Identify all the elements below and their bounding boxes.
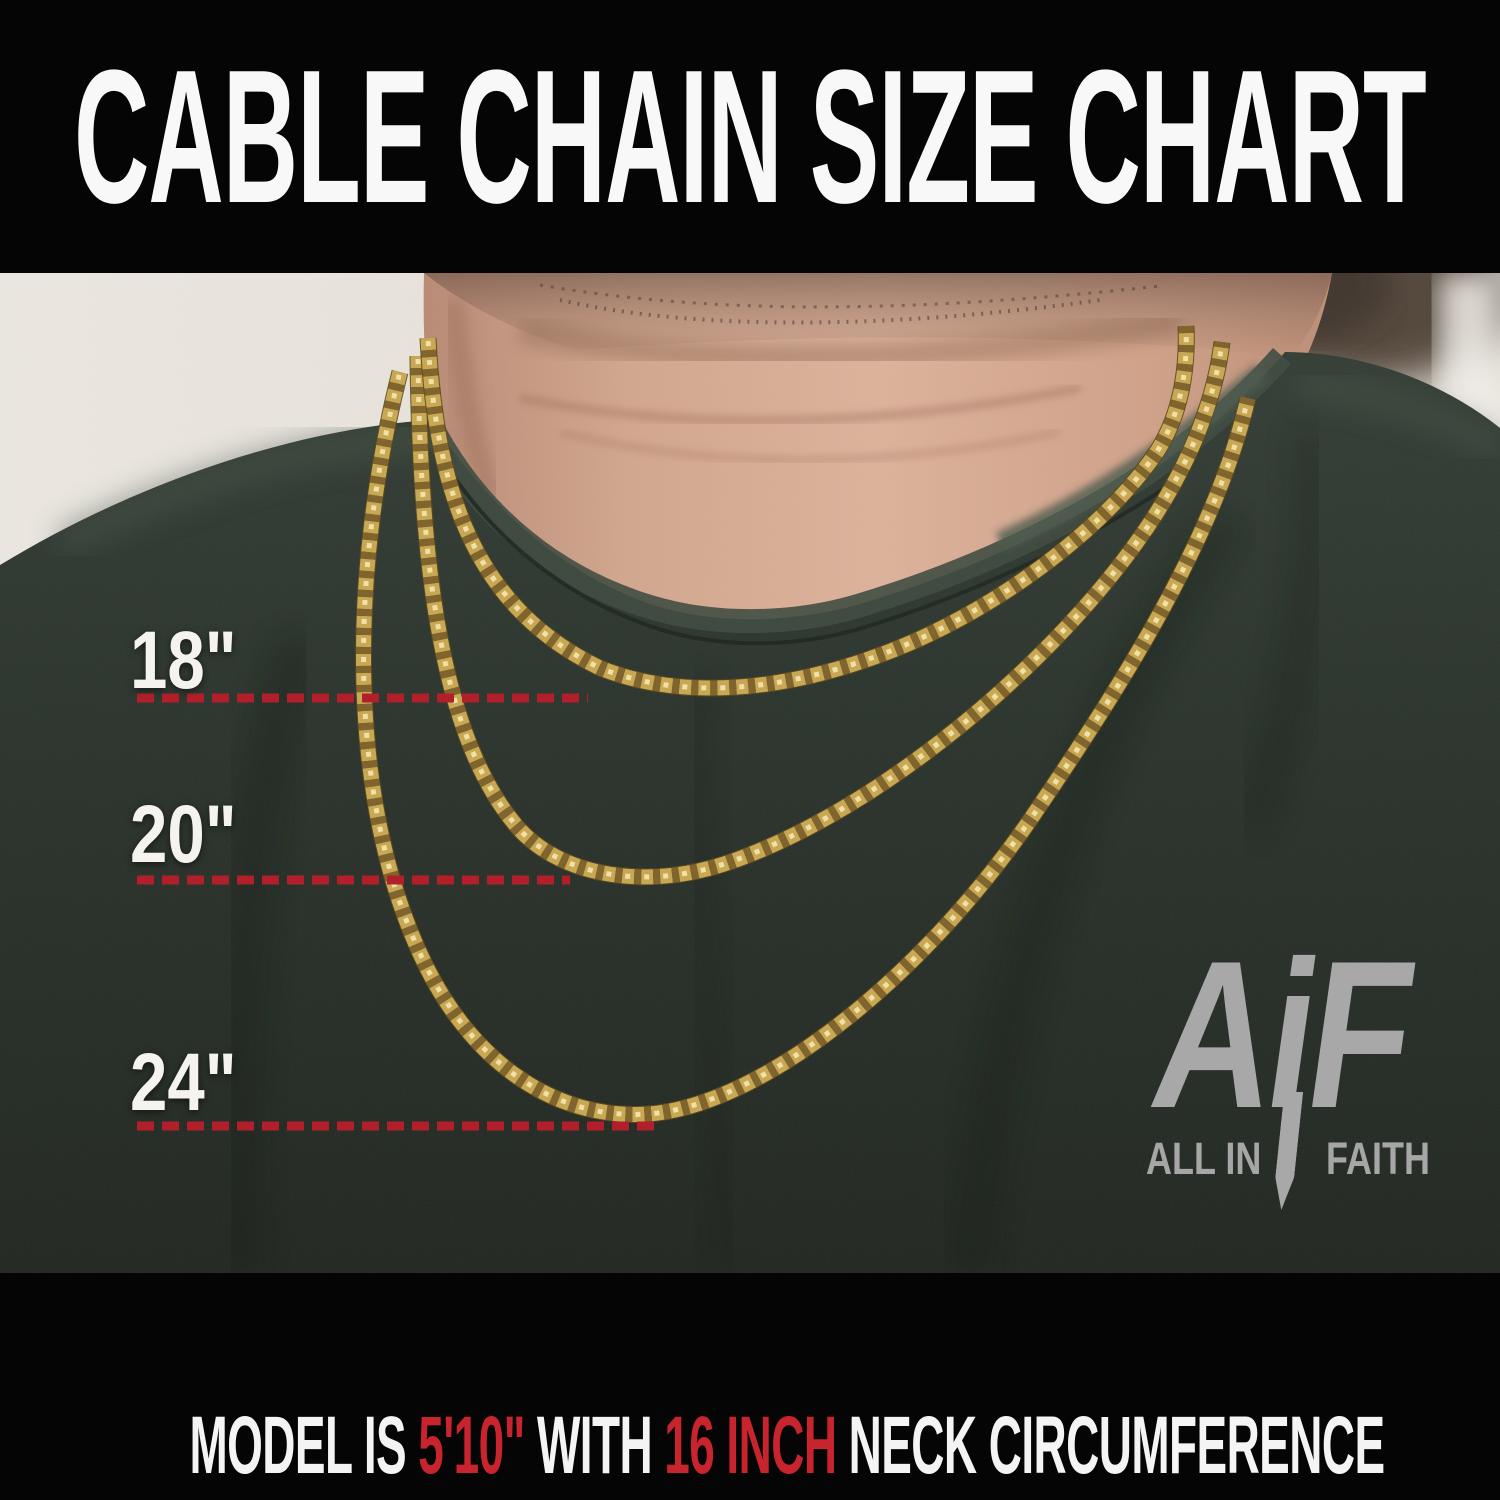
label-24-inch: 24" bbox=[130, 1037, 237, 1128]
model-height-value: 5'10" bbox=[417, 1400, 525, 1491]
photo-grain bbox=[0, 273, 1500, 1273]
model-info-segment: NECK CIRCUMFERENCE bbox=[836, 1400, 1385, 1491]
neck-size-value: 16 INCH bbox=[663, 1400, 837, 1491]
model-info-line: MODEL IS 5'10" WITH 16 INCH NECK CIRCUMF… bbox=[116, 1323, 1385, 1500]
model-info-segment: WITH bbox=[524, 1400, 664, 1491]
logo-tagline-all-in: ALL IN bbox=[1146, 1133, 1262, 1184]
model-info-segment: MODEL IS bbox=[189, 1400, 418, 1491]
logo-tagline-faith: FAITH bbox=[1326, 1133, 1430, 1184]
page-title: CABLE CHAIN SIZE CHART bbox=[74, 30, 1427, 243]
label-18-inch: 18" bbox=[130, 615, 237, 706]
title-bar: CABLE CHAIN SIZE CHART bbox=[0, 0, 1500, 273]
aif-monogram: AiF bbox=[1140, 917, 1424, 1152]
caption-bar: MODEL IS 5'10" WITH 16 INCH NECK CIRCUMF… bbox=[0, 1273, 1500, 1500]
all-in-faith-logo: AiF ALL IN FAITH bbox=[1128, 917, 1458, 1220]
label-20-inch: 20" bbox=[130, 789, 237, 880]
